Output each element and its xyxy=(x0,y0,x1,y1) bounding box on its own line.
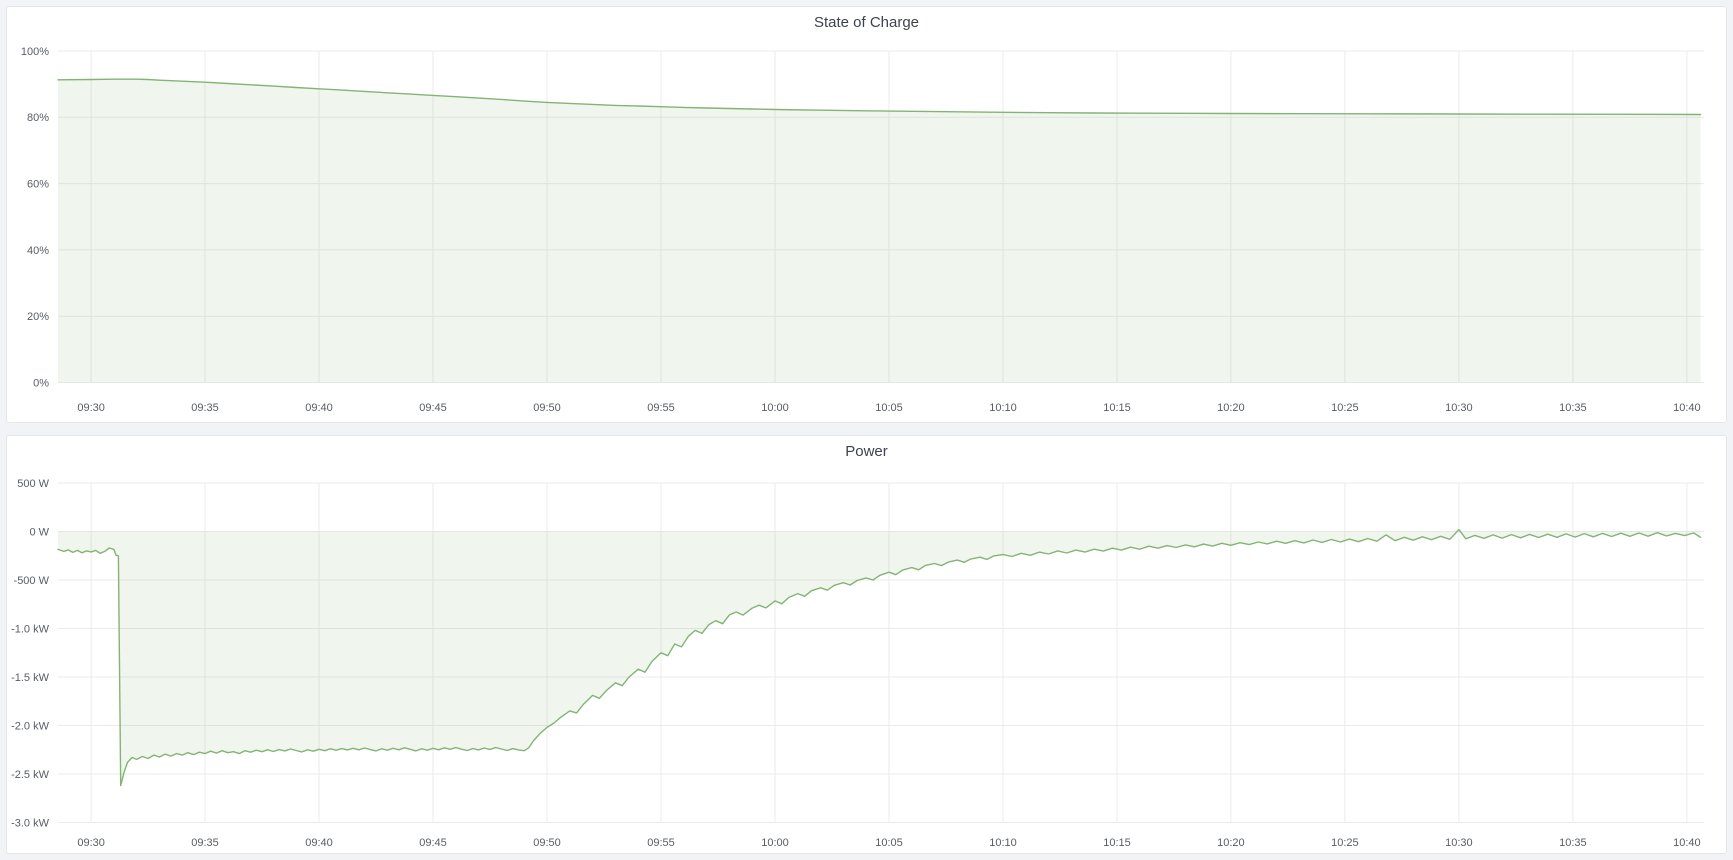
x-tick-label: 09:40 xyxy=(305,402,333,414)
soc-chart-plot[interactable]: 0% 20% 40% 60% 80% 100% 09:30 09:35 09:40 09:45 09… xyxy=(7,7,1728,424)
y-tick-label: 0% xyxy=(33,377,49,389)
x-tick-label: 10:05 xyxy=(875,402,903,414)
x-tick-label: 09:50 xyxy=(533,402,561,414)
power-panel: Power 500 W 0 W -500 W -1.0 kW -1.5 kW -2.0 k… xyxy=(6,435,1727,854)
y-tick-label: -2.0 kW xyxy=(11,720,50,732)
x-tick-label: 09:40 xyxy=(305,837,333,849)
axis-tick-labels: 500 W 0 W -500 W -1.0 kW -1.5 kW -2.0 kW -2.5 … xyxy=(11,478,1701,849)
x-tick-label: 10:35 xyxy=(1559,837,1587,849)
x-tick-label: 10:00 xyxy=(761,837,789,849)
power-panel-title[interactable]: Power xyxy=(845,443,888,460)
x-tick-label: 09:55 xyxy=(647,402,675,414)
y-tick-label: 100% xyxy=(21,46,49,58)
axis-tick-labels: 0% 20% 40% 60% 80% 100% 09:30 09:35 09:40 09:45 09… xyxy=(21,46,1701,414)
y-tick-label: -500 W xyxy=(14,575,50,587)
x-tick-label: 10:30 xyxy=(1445,837,1473,849)
x-tick-label: 10:15 xyxy=(1103,402,1131,414)
x-tick-label: 10:05 xyxy=(875,837,903,849)
grid-lines xyxy=(58,50,1704,383)
y-tick-label: 0 W xyxy=(29,526,49,538)
y-tick-label: 500 W xyxy=(17,478,49,490)
x-tick-label: 10:15 xyxy=(1103,837,1131,849)
y-tick-label: -1.5 kW xyxy=(11,672,50,684)
x-tick-label: 10:40 xyxy=(1673,837,1701,849)
series-area xyxy=(58,529,1701,786)
x-tick-label: 09:50 xyxy=(533,837,561,849)
series-line xyxy=(57,78,1702,116)
x-tick-label: 10:00 xyxy=(761,402,789,414)
soc-panel-title[interactable]: State of Charge xyxy=(813,14,920,31)
y-tick-label: -1.0 kW xyxy=(11,623,50,635)
y-tick-label: -3.0 kW xyxy=(11,817,50,829)
y-tick-label: 40% xyxy=(27,245,49,257)
y-tick-label: -2.5 kW xyxy=(11,769,50,781)
y-tick-label: 80% xyxy=(27,112,49,124)
soc-panel: State of Charge 0% 20% 40% 60% 80% 100% 09:30 0… xyxy=(6,6,1727,423)
x-tick-label: 09:55 xyxy=(647,837,675,849)
x-tick-label: 10:10 xyxy=(989,837,1017,849)
y-tick-label: 20% xyxy=(27,311,49,323)
power-chart-plot[interactable]: 500 W 0 W -500 W -1.0 kW -1.5 kW -2.0 kW -2.5 … xyxy=(7,436,1728,855)
x-tick-label: 10:20 xyxy=(1217,402,1245,414)
y-tick-label: 60% xyxy=(27,178,49,190)
x-tick-label: 10:40 xyxy=(1673,402,1701,414)
x-tick-label: 09:35 xyxy=(191,837,219,849)
x-tick-label: 10:10 xyxy=(989,402,1017,414)
x-tick-label: 09:35 xyxy=(191,402,219,414)
x-tick-label: 09:30 xyxy=(77,837,105,849)
x-tick-label: 10:30 xyxy=(1445,402,1473,414)
x-tick-label: 09:45 xyxy=(419,402,447,414)
x-tick-label: 09:45 xyxy=(419,837,447,849)
x-tick-label: 09:30 xyxy=(77,402,105,414)
x-tick-label: 10:20 xyxy=(1217,837,1245,849)
grid-lines xyxy=(58,482,1704,823)
x-tick-label: 10:25 xyxy=(1331,402,1359,414)
x-tick-label: 10:35 xyxy=(1559,402,1587,414)
series-line xyxy=(57,528,1702,787)
x-tick-label: 10:25 xyxy=(1331,837,1359,849)
series-area xyxy=(58,79,1701,383)
